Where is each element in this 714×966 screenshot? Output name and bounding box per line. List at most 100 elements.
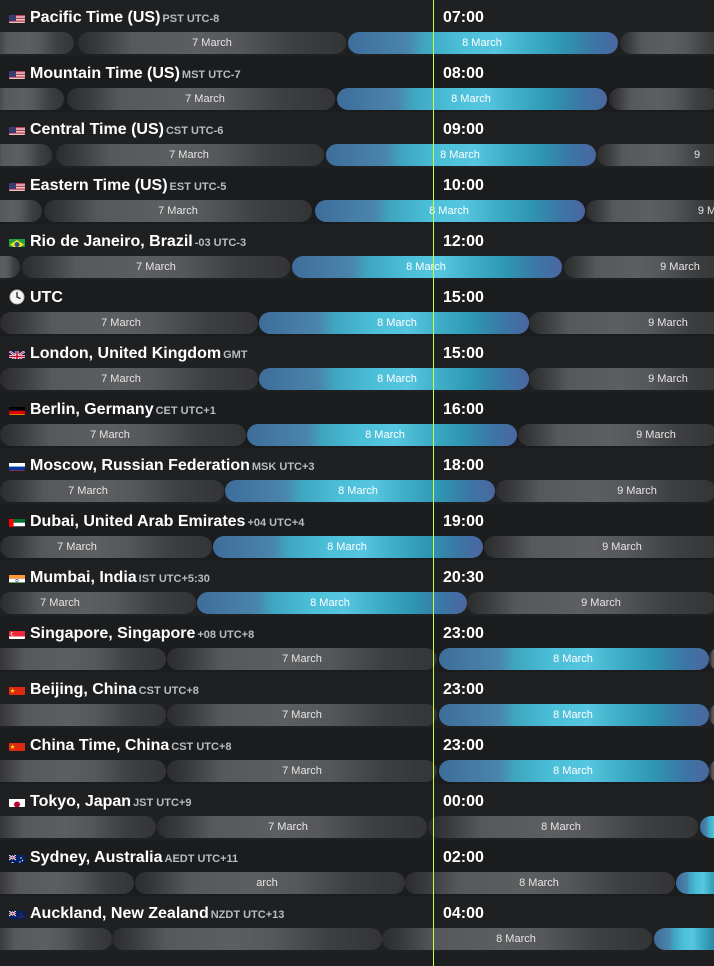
current-time: 16:00 — [443, 401, 484, 418]
timezone-row[interactable]: Pacific Time (US) PST UTC-8 07:00 7 March 8 … — [0, 0, 714, 56]
day-bar-current[interactable]: 8 March — [439, 704, 709, 726]
day-bar[interactable] — [709, 704, 714, 726]
timezone-row[interactable]: Sydney, Australia AEDT UTC+11 02:00 arch 8 M… — [0, 840, 714, 896]
timezone-row[interactable]: Dubai, United Arab Emirates +04 UTC+4 19:0… — [0, 504, 714, 560]
day-bar-current[interactable]: 8 March — [259, 312, 529, 334]
day-bar[interactable] — [709, 760, 714, 782]
timezone-row[interactable]: Rio de Janeiro, Brazil -03 UTC-3 12:00 7 Ma… — [0, 224, 714, 280]
day-bar[interactable]: 8 March — [428, 816, 698, 838]
day-bar[interactable]: 9 March — [484, 536, 714, 558]
day-bar[interactable]: 7 March — [0, 536, 212, 558]
day-bar-current[interactable]: 8 March — [259, 368, 529, 390]
day-bar-current[interactable] — [700, 816, 714, 838]
day-bar-current[interactable]: 8 March — [348, 32, 618, 54]
day-bar[interactable]: 7 March — [167, 760, 437, 782]
day-bar[interactable]: 9 — [597, 144, 714, 166]
day-label: 7 March — [40, 597, 80, 609]
day-bar[interactable]: 7 March — [56, 144, 324, 166]
day-bar[interactable] — [0, 760, 166, 782]
day-bar[interactable]: 8 March — [405, 872, 675, 894]
china-flag-icon — [9, 684, 25, 695]
uk-flag-icon — [9, 348, 25, 359]
day-bar[interactable]: 9 M — [586, 200, 714, 222]
day-bar[interactable]: 7 March — [78, 32, 346, 54]
day-bar[interactable]: 7 March — [22, 256, 290, 278]
day-bar[interactable] — [0, 928, 112, 950]
day-label: 8 March — [406, 261, 446, 273]
day-bar-current[interactable] — [676, 872, 714, 894]
day-bar[interactable]: 7 March — [157, 816, 427, 838]
day-label: 8 March — [365, 429, 405, 441]
timezone-row[interactable]: Eastern Time (US) EST UTC-5 10:00 7 March 8 … — [0, 168, 714, 224]
day-label: 8 March — [496, 933, 536, 945]
day-bar-current[interactable]: 8 March — [315, 200, 585, 222]
day-bar[interactable] — [0, 256, 20, 278]
day-bar[interactable] — [620, 32, 714, 54]
day-bar-current[interactable]: 8 March — [197, 592, 467, 614]
day-bar[interactable] — [0, 872, 134, 894]
day-bar[interactable]: 9 March — [518, 424, 714, 446]
us-flag-icon — [9, 68, 25, 79]
day-bar[interactable] — [0, 704, 166, 726]
day-bar[interactable]: 7 March — [167, 648, 437, 670]
day-bar[interactable] — [0, 144, 52, 166]
timezone-row[interactable]: Tokyo, Japan JST UTC+9 00:00 7 March 8 March — [0, 784, 714, 840]
day-bar[interactable]: 7 March — [0, 424, 246, 446]
timezone-row[interactable]: Beijing, China CST UTC+8 23:00 7 March 8 Mar… — [0, 672, 714, 728]
timezone-label: Moscow, Russian Federation MSK UTC+3 — [9, 456, 315, 477]
day-bar[interactable] — [112, 928, 382, 950]
timezone-name: Mumbai, India — [30, 569, 137, 586]
day-bar[interactable]: 7 March — [0, 368, 258, 390]
day-bar[interactable]: 7 March — [167, 704, 437, 726]
timezone-row[interactable]: UTC 15:00 7 March 8 March 9 March — [0, 280, 714, 336]
timezone-abbr: -03 UTC-3 — [194, 237, 247, 249]
timezone-row[interactable]: Mumbai, India IST UTC+5:30 20:30 7 March 8 M… — [0, 560, 714, 616]
timezone-abbr: CET UTC+1 — [155, 405, 216, 417]
day-bar-current[interactable]: 8 March — [292, 256, 562, 278]
timezone-row[interactable]: China Time, China CST UTC+8 23:00 7 March 8 … — [0, 728, 714, 784]
day-bar[interactable]: 9 March — [529, 312, 714, 334]
day-bar[interactable] — [0, 32, 74, 54]
timezone-name: Rio de Janeiro, Brazil — [30, 233, 193, 250]
day-bar[interactable] — [709, 648, 714, 670]
day-label: 9 March — [648, 317, 688, 329]
timezone-row[interactable]: Singapore, Singapore +08 UTC+8 23:00 7 Marc… — [0, 616, 714, 672]
australia-flag-icon — [9, 852, 25, 863]
day-bar-current[interactable]: 8 March — [213, 536, 483, 558]
day-bar-current[interactable]: 8 March — [225, 480, 495, 502]
day-bar-current[interactable]: 8 March — [337, 88, 607, 110]
timezone-label: Pacific Time (US) PST UTC-8 — [9, 8, 219, 29]
day-bar[interactable]: 7 March — [0, 312, 258, 334]
day-bar[interactable]: 9 March — [529, 368, 714, 390]
day-bar[interactable] — [0, 648, 166, 670]
timezone-row[interactable]: London, United Kingdom GMT 15:00 7 March 8 M… — [0, 336, 714, 392]
day-label: 7 March — [158, 205, 198, 217]
timezone-label: Central Time (US) CST UTC-6 — [9, 120, 223, 141]
day-bar-current[interactable]: 8 March — [439, 648, 709, 670]
day-bar[interactable]: 9 March — [467, 592, 714, 614]
day-bar[interactable] — [0, 88, 64, 110]
day-bar[interactable] — [609, 88, 714, 110]
day-bar[interactable]: 9 March — [564, 256, 714, 278]
day-bar[interactable]: 9 March — [496, 480, 714, 502]
day-bar[interactable]: 7 March — [44, 200, 312, 222]
day-bar[interactable] — [0, 816, 156, 838]
timezone-row[interactable]: Mountain Time (US) MST UTC-7 08:00 7 March 8… — [0, 56, 714, 112]
day-bar[interactable]: 7 March — [0, 480, 224, 502]
day-bar-current[interactable]: 8 March — [247, 424, 517, 446]
day-bar[interactable]: 7 March — [67, 88, 335, 110]
day-bar-current[interactable]: 8 March — [326, 144, 596, 166]
timezone-row[interactable]: Auckland, New Zealand NZDT UTC+13 04:00 8 M… — [0, 896, 714, 952]
day-label: 7 March — [101, 373, 141, 385]
timezone-row[interactable]: Berlin, Germany CET UTC+1 16:00 7 March 8 Ma… — [0, 392, 714, 448]
timezone-label: Beijing, China CST UTC+8 — [9, 680, 199, 701]
day-bar-current[interactable]: 8 March — [439, 760, 709, 782]
timezone-row[interactable]: Central Time (US) CST UTC-6 09:00 7 March 8 … — [0, 112, 714, 168]
timezone-row[interactable]: Moscow, Russian Federation MSK UTC+3 18:00… — [0, 448, 714, 504]
day-bar[interactable]: arch — [135, 872, 405, 894]
japan-flag-icon — [9, 796, 25, 807]
day-bar[interactable] — [0, 200, 42, 222]
day-bar-current[interactable] — [654, 928, 714, 950]
day-bar[interactable]: 7 March — [0, 592, 196, 614]
day-bar[interactable]: 8 March — [382, 928, 652, 950]
